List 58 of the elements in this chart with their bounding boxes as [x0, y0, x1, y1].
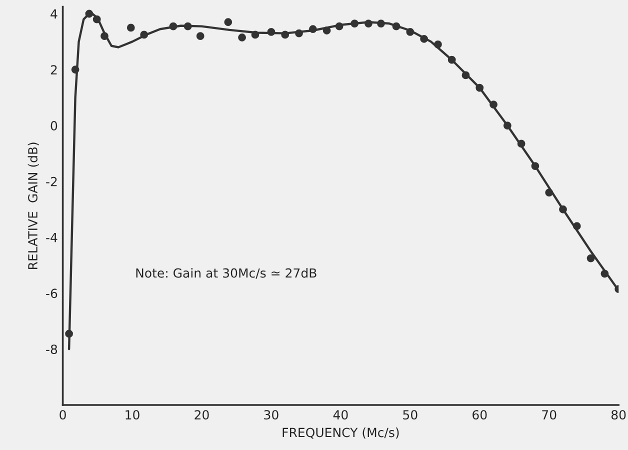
- point: [251, 30, 260, 39]
- point: [184, 22, 192, 30]
- x-axis-title: FREQUENCY (Mc/s): [282, 428, 399, 439]
- x-tick-label: 60: [472, 410, 487, 420]
- point: [586, 254, 595, 262]
- point: [65, 330, 74, 338]
- x-tick-label: 70: [542, 410, 556, 420]
- x-tick-label: 20: [194, 410, 209, 420]
- point: [434, 40, 442, 48]
- annotation: Note: Gain at 30Mc/s ≃ 27dB: [136, 268, 316, 279]
- y-tick-label: -2: [46, 176, 57, 186]
- point: [406, 28, 414, 36]
- point: [140, 30, 148, 39]
- point: [476, 84, 484, 92]
- point: [572, 222, 581, 230]
- point: [364, 20, 372, 28]
- x-tick-label: 50: [403, 410, 418, 420]
- x-tick-label: 0: [60, 410, 66, 420]
- y-tick-label: -4: [46, 232, 58, 242]
- x-tick-label: 40: [333, 410, 348, 420]
- point: [531, 162, 540, 170]
- point: [281, 30, 290, 39]
- point: [267, 28, 276, 36]
- y-axis-title: RELATIVE GAIN (dB): [28, 142, 39, 269]
- point: [559, 205, 567, 214]
- point: [350, 20, 359, 28]
- point: [420, 34, 428, 43]
- point: [92, 15, 101, 24]
- y-tick-label: -6: [46, 288, 58, 298]
- x-tick-label: 30: [264, 410, 278, 420]
- point: [196, 32, 204, 40]
- point: [392, 22, 400, 30]
- y-tick-label: 2: [50, 65, 57, 74]
- point: [335, 22, 344, 30]
- point: [503, 122, 512, 130]
- point: [517, 140, 526, 148]
- point: [100, 32, 108, 40]
- y-tick-label: 4: [50, 9, 58, 18]
- y-tick-label: 0: [50, 121, 58, 130]
- point: [448, 56, 456, 64]
- point: [169, 22, 178, 30]
- point: [85, 10, 94, 18]
- y-tick-label: -8: [46, 344, 58, 354]
- point: [126, 24, 135, 32]
- point: [490, 100, 498, 109]
- x-tick-label: 10: [126, 410, 140, 420]
- x-tick-label: 80: [611, 410, 626, 420]
- point: [377, 20, 385, 28]
- point: [462, 71, 470, 80]
- point: [71, 66, 80, 74]
- point: [238, 34, 246, 42]
- point: [322, 26, 331, 34]
- point: [224, 18, 232, 26]
- point: [545, 188, 554, 197]
- point: [308, 25, 317, 34]
- point: [295, 29, 303, 38]
- line-series: [68, 11, 619, 350]
- point: [600, 270, 609, 278]
